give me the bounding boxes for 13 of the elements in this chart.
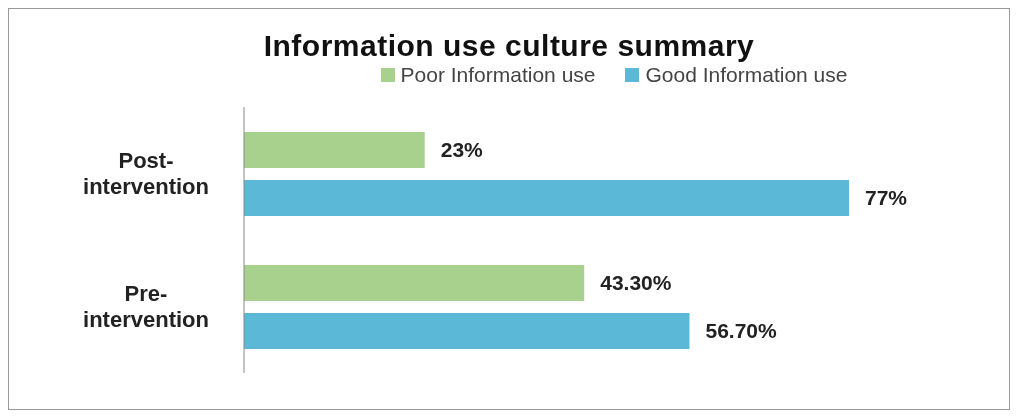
y-tick-label: Post-intervention [83,147,209,199]
data-label: 43.30% [600,271,672,295]
bar [244,313,690,349]
data-label: 77% [865,186,908,210]
chart-title: Information use culture summary [262,29,756,63]
data-label: 23% [440,138,484,162]
legend-label: Poor Information use [399,63,596,87]
bar [244,180,849,216]
bar [244,132,425,168]
legend-label: Good Information use [644,63,848,87]
bar [244,265,585,301]
data-label: 56.70% [705,319,778,343]
y-tick-label: Pre-intervention [83,280,209,332]
